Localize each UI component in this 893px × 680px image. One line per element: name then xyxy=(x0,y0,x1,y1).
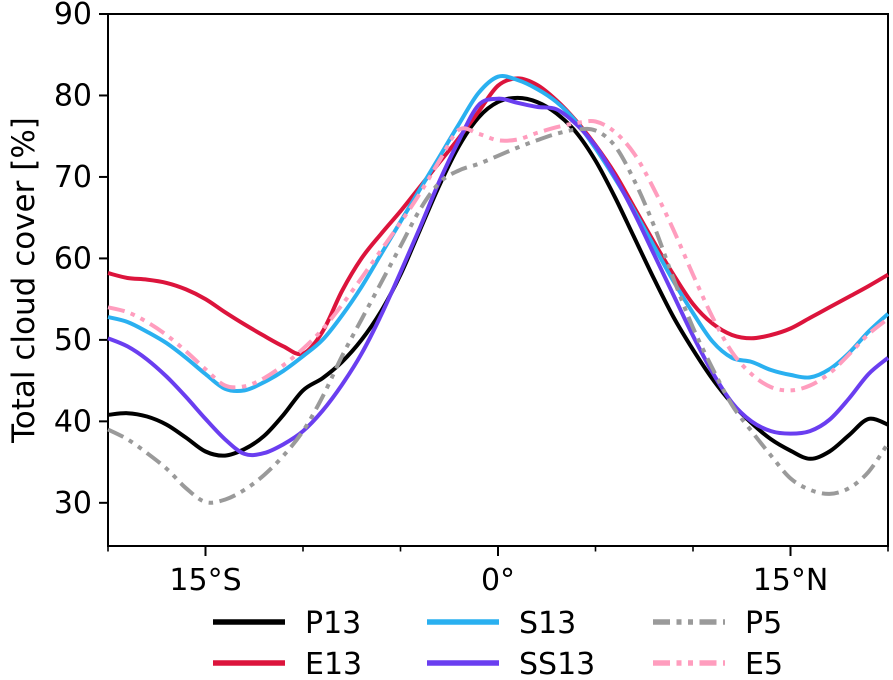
y-tick-label: 60 xyxy=(54,241,92,276)
y-tick-label: 90 xyxy=(54,0,92,32)
series-line-SS13 xyxy=(107,96,890,458)
plot-frame xyxy=(107,13,889,547)
legend-label-SS13: SS13 xyxy=(519,647,595,680)
x-tick-label: 0° xyxy=(481,563,515,598)
series-line-P13 xyxy=(107,95,889,461)
series-line-E13 xyxy=(107,76,890,357)
chart-generated-content: 30 40 50 60 70 80 90 15°S 0° 15°N P13 E13 S13 SS13 P5 E… xyxy=(54,0,890,680)
x-tick-label: 15°N xyxy=(753,563,829,598)
y-axis-label: Total cloud cover [%] xyxy=(6,117,42,444)
legend-label-P5: P5 xyxy=(745,606,782,641)
legend-label-E5: E5 xyxy=(745,647,783,680)
y-tick-label: 40 xyxy=(54,404,92,439)
x-tick-label: 15°S xyxy=(169,563,241,598)
series-line-E5 xyxy=(107,118,890,393)
legend-label-S13: S13 xyxy=(519,606,576,641)
y-tick-label: 50 xyxy=(54,323,92,358)
y-tick-label: 70 xyxy=(54,160,92,195)
y-tick-label: 30 xyxy=(54,486,92,521)
legend-label-P13: P13 xyxy=(305,606,361,641)
y-tick-label: 80 xyxy=(54,78,92,113)
series-line-P5 xyxy=(107,126,890,505)
legend-label-E13: E13 xyxy=(305,647,362,680)
series-line-S13 xyxy=(107,74,890,394)
